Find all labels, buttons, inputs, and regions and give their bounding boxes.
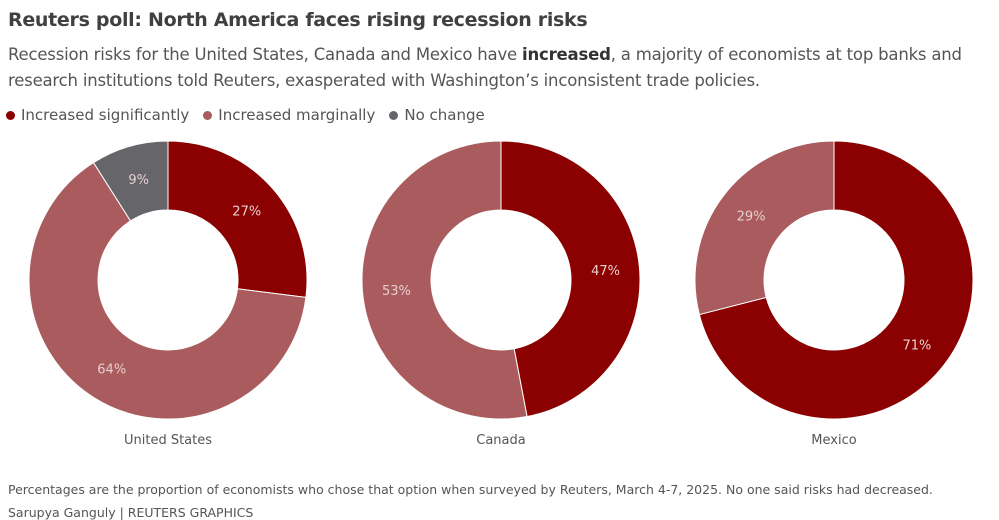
legend-item: Increased significantly — [6, 106, 189, 124]
donut-slice — [500, 140, 641, 418]
credit: Sarupya Ganguly | REUTERS GRAPHICS — [8, 505, 254, 520]
data-label: 47% — [591, 264, 620, 279]
data-label: 9% — [128, 173, 149, 188]
legend-label: No change — [404, 106, 485, 124]
legend: Increased significantly Increased margin… — [6, 106, 485, 124]
data-label: 29% — [737, 210, 766, 225]
chart-label: Mexico — [811, 433, 856, 448]
chart-label: Canada — [476, 433, 525, 448]
legend-item: Increased marginally — [203, 106, 375, 124]
legend-swatch — [203, 110, 213, 120]
chart-label: United States — [124, 433, 212, 448]
data-label: 27% — [232, 205, 261, 220]
subtitle-text: , a majority of economists at top banks … — [8, 45, 962, 90]
legend-label: Increased marginally — [218, 106, 376, 124]
subtitle-emphasis: increased — [522, 45, 611, 64]
legend-swatch — [389, 110, 399, 120]
data-label: 53% — [382, 284, 411, 299]
chart-subtitle: Recession risks for the United States, C… — [8, 42, 993, 94]
donut-slice — [361, 140, 528, 420]
data-label: 64% — [97, 363, 126, 378]
donut-slice — [698, 140, 974, 420]
subtitle-text: Recession risks for the United States, C… — [8, 45, 523, 64]
chart-title: Reuters poll: North America faces rising… — [8, 9, 588, 31]
legend-label: Increased significantly — [21, 106, 190, 124]
donut-slice — [92, 140, 169, 222]
legend-swatch — [6, 110, 15, 120]
donut-slice — [28, 161, 307, 420]
footnote: Percentages are the proportion of econom… — [8, 482, 933, 497]
donut-slice — [167, 140, 308, 298]
legend-item: No change — [389, 106, 485, 124]
donut-slice — [694, 140, 835, 316]
data-label: 71% — [903, 338, 932, 353]
